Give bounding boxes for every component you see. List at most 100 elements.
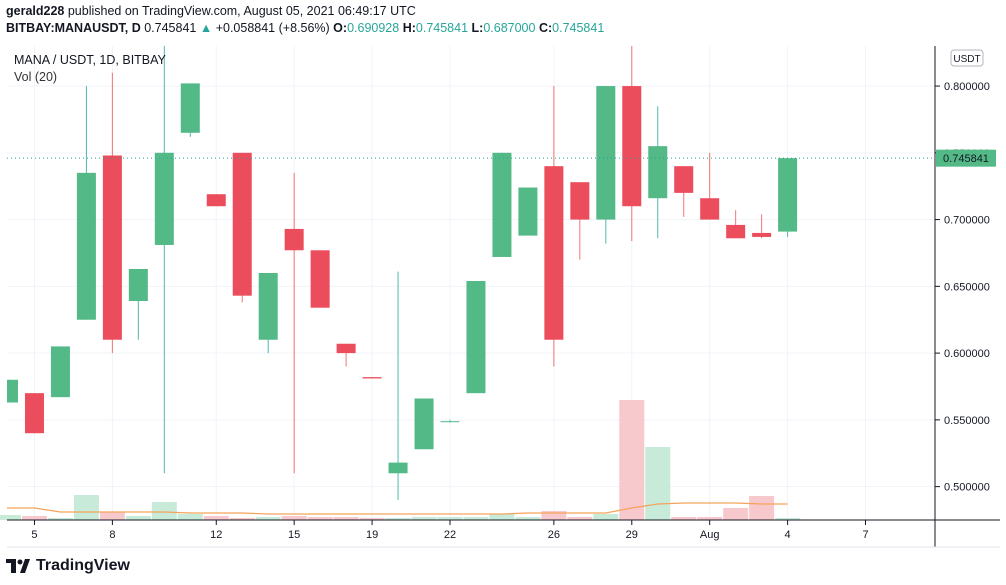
volume-bar bbox=[255, 517, 281, 520]
volume-bar bbox=[489, 514, 515, 520]
candle-body bbox=[362, 377, 382, 379]
candle-body bbox=[674, 166, 694, 193]
change-value: +0.058841 (+8.56%) bbox=[215, 21, 330, 35]
volume-bar bbox=[73, 495, 99, 520]
x-tick-label: 7 bbox=[862, 529, 868, 541]
candle-body bbox=[440, 421, 460, 423]
volume-bar bbox=[697, 517, 723, 520]
low-value: 0.687000 bbox=[483, 21, 536, 35]
volume-bar bbox=[437, 517, 463, 520]
candle-body bbox=[518, 187, 538, 236]
last-price: 0.745841 bbox=[144, 21, 197, 35]
volume-bar bbox=[47, 518, 73, 520]
open-value: 0.690928 bbox=[347, 21, 400, 35]
candle-body bbox=[622, 86, 642, 207]
volume-bar bbox=[125, 516, 151, 520]
volume-bar bbox=[541, 511, 567, 520]
x-tick-label: 22 bbox=[444, 529, 456, 541]
volume-bar bbox=[775, 518, 801, 520]
volume-bar bbox=[307, 517, 333, 520]
symbol-label: BITBAY:MANAUSDT, D bbox=[6, 21, 141, 35]
candle-body bbox=[24, 393, 44, 434]
volume-bar bbox=[0, 515, 21, 520]
volume-legend[interactable]: Vol (20) bbox=[14, 70, 58, 84]
x-tick-label: 12 bbox=[210, 529, 222, 541]
currency-badge[interactable]: USDT bbox=[950, 49, 984, 67]
candle-body bbox=[336, 343, 356, 354]
candle-body bbox=[726, 224, 746, 239]
y-tick-label: 0.600000 bbox=[944, 348, 990, 360]
volume-bar bbox=[515, 517, 541, 520]
last-price-tag: 0.745841 bbox=[936, 149, 996, 167]
currency-badge-box bbox=[950, 49, 984, 67]
tradingview-logo[interactable]: TradingView bbox=[6, 557, 130, 575]
candle-body bbox=[700, 198, 720, 220]
volume-bar bbox=[229, 518, 255, 520]
candle-body bbox=[414, 398, 434, 450]
tradingview-logo-icon bbox=[6, 559, 30, 573]
low-label: L: bbox=[471, 21, 484, 35]
volume-bar bbox=[593, 514, 619, 520]
candle-body bbox=[7, 379, 18, 403]
candle-body bbox=[128, 268, 148, 302]
candle-body bbox=[648, 146, 668, 199]
volume-bar bbox=[21, 516, 47, 520]
volume-bar bbox=[619, 400, 645, 520]
x-tick-label: 26 bbox=[548, 529, 560, 541]
candle-body bbox=[102, 155, 122, 340]
change-arrow-icon: ▲ bbox=[199, 21, 213, 35]
publish-line: gerald228 published on TradingView.com, … bbox=[6, 4, 416, 18]
candle-body bbox=[284, 228, 304, 251]
close-value: 0.745841 bbox=[552, 21, 605, 35]
price-axis[interactable]: 0.500000 0.550000 0.600000 0.650000 0.700000… bbox=[935, 81, 990, 494]
published-text: published on TradingView.com, August 05,… bbox=[67, 4, 416, 18]
volume-bar bbox=[385, 518, 411, 520]
volume-bar bbox=[177, 514, 203, 520]
volume-bar bbox=[359, 518, 385, 520]
volume-bar bbox=[671, 517, 697, 520]
x-tick-label: 4 bbox=[785, 529, 791, 541]
y-tick-label: 0.500000 bbox=[944, 482, 990, 494]
y-tick-label: 0.700000 bbox=[944, 215, 990, 227]
candle-body bbox=[50, 346, 70, 398]
candle-body bbox=[206, 194, 226, 207]
volume-bar bbox=[203, 516, 229, 520]
last-price-tag-text: 0.745841 bbox=[943, 153, 989, 165]
candle-body bbox=[492, 152, 512, 257]
volume-bar bbox=[99, 512, 125, 520]
chart-legend-title[interactable]: MANA / USDT, 1D, BITBAY bbox=[14, 53, 166, 67]
candle-body bbox=[596, 86, 616, 220]
candle-body bbox=[778, 158, 798, 232]
candle-body bbox=[258, 272, 278, 340]
time-axis[interactable]: 5 8 12 15 19 22 26 29 Aug 4 7 bbox=[31, 520, 869, 541]
candle-body bbox=[154, 152, 174, 245]
x-tick-label: 19 bbox=[366, 529, 378, 541]
high-value: 0.745841 bbox=[415, 21, 469, 35]
x-tick-label: 29 bbox=[626, 529, 638, 541]
volume-bar bbox=[151, 502, 177, 520]
x-tick-label: Aug bbox=[700, 529, 720, 541]
ohlc-line: BITBAY:MANAUSDT, D 0.745841 ▲ +0.058841 … bbox=[6, 21, 604, 35]
x-tick-label: 5 bbox=[31, 529, 37, 541]
candle-body bbox=[310, 250, 330, 308]
volume-bar bbox=[333, 517, 359, 520]
candle-body bbox=[752, 232, 772, 237]
currency-badge-text: USDT bbox=[953, 54, 980, 65]
volume-bar bbox=[463, 517, 489, 520]
volume-bar bbox=[645, 447, 671, 520]
y-tick-label: 0.800000 bbox=[944, 81, 990, 93]
close-label: C: bbox=[538, 21, 553, 35]
high-label: H: bbox=[402, 21, 416, 35]
volume-bar bbox=[281, 516, 307, 520]
volume-bar bbox=[723, 508, 749, 520]
candle-body bbox=[388, 462, 408, 474]
candle-body bbox=[180, 83, 200, 133]
tradingview-logo-text: TradingView bbox=[36, 557, 130, 574]
candle-body bbox=[466, 280, 486, 394]
x-tick-label: 8 bbox=[109, 529, 115, 541]
publisher-name[interactable]: gerald228 bbox=[6, 4, 65, 18]
last-price-tag-box bbox=[936, 149, 996, 167]
y-tick-label: 0.650000 bbox=[944, 281, 990, 293]
x-tick-label: 15 bbox=[288, 529, 300, 541]
